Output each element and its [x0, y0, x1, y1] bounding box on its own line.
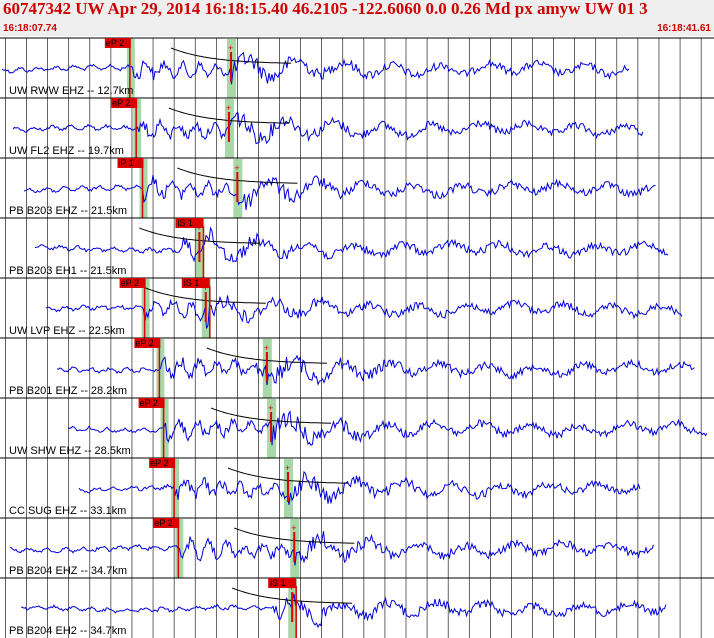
trace-row: + eP 2 PB B204 EHZ -- 34.7km: [0, 517, 714, 578]
station-label: PB B204 EHZ -- 34.7km: [9, 565, 127, 577]
s-arrival-plus: +: [234, 163, 239, 173]
station-label: UW LVP EHZ -- 22.5km: [9, 325, 125, 337]
p-pick-label: eP 2: [150, 458, 168, 468]
p-pick-label: eP 2: [112, 98, 130, 108]
waveform: [20, 593, 667, 629]
p-pick-box: [153, 518, 180, 528]
trace-row: +iS 1PB B203 EH1 -- 21.5km: [0, 217, 714, 278]
station-label: PB B203 EHZ -- 21.5km: [9, 205, 127, 217]
s-pick-label: iS 1: [270, 578, 286, 588]
p-window: [141, 279, 150, 338]
event-title: 60747342 UW Apr 29, 2014 16:18:15.40 46.…: [3, 0, 648, 18]
station-label: PB B201 EHZ -- 28.2km: [9, 385, 127, 397]
s-pick-box: [181, 278, 210, 288]
s-arrival-plus: +: [268, 403, 273, 413]
waveform: [23, 175, 656, 211]
p-pick-label: eP 2: [121, 278, 139, 288]
p-pick-box: [119, 278, 146, 288]
p-window: [171, 459, 180, 518]
waveform: [78, 470, 641, 505]
station-label: UW FL2 EHZ -- 19.7km: [9, 145, 124, 157]
trace-row: +iS 1PB B204 EH2 -- 34.7km: [0, 577, 714, 638]
station-label: PB B203 EH1 -- 21.5km: [9, 265, 126, 277]
s-arrival-plus: +: [285, 463, 290, 473]
waveform: [1, 51, 630, 85]
waveform: [34, 226, 669, 263]
trace-row: + eP 2 UW FL2 EHZ -- 19.7km: [0, 97, 714, 158]
p-pick-label: eP 2: [140, 398, 158, 408]
s-pick-label: iS 1: [184, 278, 200, 288]
trace-row: + eP 2 UW SHW EHZ -- 28.5km: [0, 397, 714, 458]
waveform: [67, 410, 708, 447]
p-pick-box: [117, 158, 144, 168]
p-pick-box: [111, 98, 138, 108]
station-label: PB B204 EH2 -- 34.7km: [9, 625, 126, 637]
p-pick-label: eP 2: [135, 338, 153, 348]
p-window: [133, 99, 142, 158]
p-pick-box: [138, 398, 165, 408]
p-pick-box: [104, 38, 131, 48]
trace-row: + eP 2 PB B201 EHZ -- 28.2km: [0, 337, 714, 398]
station-label: CC SUG EHZ -- 33.1km: [9, 505, 126, 517]
s-arrival-plus: +: [291, 523, 296, 533]
event-header: 60747342 UW Apr 29, 2014 16:18:15.40 46.…: [0, 0, 714, 36]
s-arrival-plus: +: [228, 43, 233, 53]
p-window: [126, 39, 135, 98]
p-pick-label: eP 2: [154, 518, 172, 528]
trace-row: + iP 1 PB B203 EHZ -- 21.5km: [0, 157, 714, 218]
trace-row: + eP 2 CC SUG EHZ -- 33.1km: [0, 457, 714, 518]
p-pick-box: [134, 338, 161, 348]
p-pick-label: iP 1: [119, 158, 134, 168]
s-pick-label: iS 1: [177, 218, 193, 228]
s-pick-box: [175, 218, 204, 228]
trace-row: + eP 2 UW RWW EHZ -- 12.7km: [0, 37, 714, 98]
trace-row: +eP 2iS 1UW LVP EHZ -- 22.5km: [0, 277, 714, 338]
waveform: [9, 531, 654, 566]
p-pick-label: eP 2: [106, 38, 124, 48]
s-arrival-plus: +: [264, 343, 269, 353]
station-label: UW SHW EHZ -- 28.5km: [9, 445, 131, 457]
p-window: [160, 399, 169, 458]
end-time-label: 16:18:41.61: [657, 23, 711, 34]
p-pick-box: [149, 458, 176, 468]
start-time-label: 16:18:07.74: [3, 23, 57, 34]
waveform: [56, 354, 695, 386]
waveform: [12, 112, 644, 145]
s-pick-box: [268, 578, 297, 588]
s-arrival-plus: +: [226, 103, 231, 113]
waveform: [45, 295, 683, 329]
p-window: [139, 159, 148, 218]
station-label: UW RWW EHZ -- 12.7km: [9, 85, 133, 97]
